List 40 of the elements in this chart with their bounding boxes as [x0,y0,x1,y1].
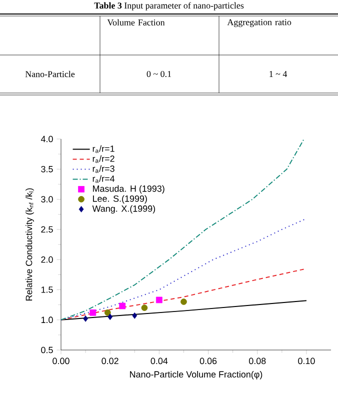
legend-label: Masuda. H (1993) [93,185,164,194]
point [132,312,138,319]
legend-label: r$_{a}$/r=4 [92,175,115,183]
point [141,304,148,311]
legend-label: r$_{a}$/r=3 [92,165,114,173]
point [108,314,113,320]
text: Aggregation ratio [227,19,292,28]
y-tick-label: 3.0 [41,196,53,202]
x-tick-label: 0.04 [150,358,168,364]
y-tick-label: 1.0 [41,316,53,324]
legend-label: Lee. S.(1999) [93,195,147,204]
x-tick-label: 0.08 [248,358,266,364]
x-tick-label: 0.00 [52,358,70,364]
y-tick-label: 2.0 [41,256,53,263]
text: Table 3 Input parameter of nano-particles [94,2,244,10]
y-axis-title: Relative Conductivity (k$_{nf}$ /k$_{l}$) [26,188,34,300]
line-series [60,138,305,320]
legend-label: r$_{a}$/r=2 [92,155,114,163]
x-tick-label: 0.02 [102,358,118,364]
point [119,302,126,310]
line-series [60,268,307,320]
text: 0 ~ 0.1 [146,70,171,78]
text: 1 ~ 4 [270,71,288,77]
y-tick-label: 2.5 [41,226,53,233]
text: Nano-Particle [25,70,75,78]
point [104,309,111,316]
y-tick-label: 4.0 [40,136,53,142]
legend-label: r$_{a}$/r=1 [92,145,114,153]
point [83,315,88,322]
legend-label: Wang. X.(1999) [92,205,156,214]
y-tick-label: 3.5 [41,166,53,172]
point [180,298,187,305]
y-tick-label: 0.5 [41,346,53,354]
text: Volume Faction [107,19,165,26]
x-axis-title: Nano-Particle Volume Fraction(φ) [130,370,262,380]
y-tick-label: 1.5 [41,286,53,293]
point [90,309,96,316]
point [156,296,162,304]
x-tick-label: 0.06 [200,358,217,364]
x-tick-label: 0.10 [298,358,315,364]
